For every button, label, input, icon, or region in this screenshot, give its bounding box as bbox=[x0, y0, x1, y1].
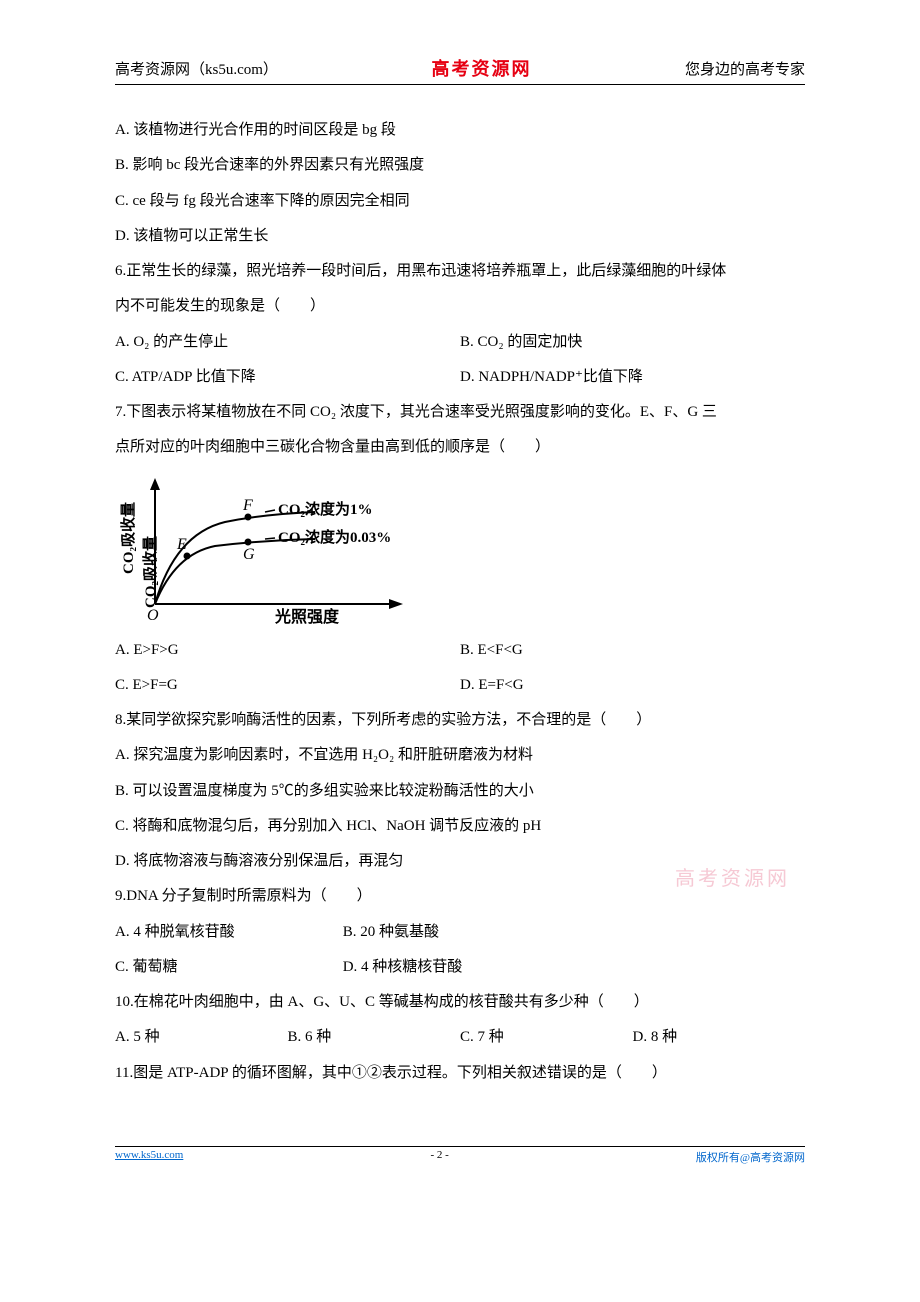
q7-stem-line2: 点所对应的叶肉细胞中三碳化合物含量由高到低的顺序是（ ） bbox=[115, 430, 805, 465]
q6-options-row1: A. O₂ 的产生停止 B. CO₂ 的固定加快 bbox=[115, 325, 805, 360]
q8-option-a: A. 探究温度为影响因素时，不宜选用 H₂O₂ 和肝脏研磨液为材料 bbox=[115, 738, 805, 773]
point-f bbox=[245, 513, 252, 520]
footer-copyright: 版权所有@高考资源网 bbox=[696, 1149, 805, 1165]
origin-label: O bbox=[147, 607, 159, 624]
q8-option-b: B. 可以设置温度梯度为 5℃的多组实验来比较淀粉酶活性的大小 bbox=[115, 774, 805, 809]
q8-stem: 8.某同学欲探究影响酶活性的因素，下列所考虑的实验方法，不合理的是（ ） bbox=[115, 703, 805, 738]
q7-option-b: B. E<F<G bbox=[460, 633, 805, 668]
footer-page-number: - 2 - bbox=[183, 1149, 696, 1165]
y-axis-label-g: CO₂吸收量 bbox=[119, 502, 137, 574]
q6-option-d: D. NADPH/NADP⁺比值下降 bbox=[460, 360, 805, 395]
q7-options-row1: A. E>F>G B. E<F<G bbox=[115, 633, 805, 668]
q10-options: A. 5 种 B. 6 种 C. 7 种 D. 8 种 bbox=[115, 1020, 805, 1055]
q5-option-b: B. 影响 bc 段光合速率的外界因素只有光照强度 bbox=[115, 148, 805, 183]
q7-option-d: D. E=F<G bbox=[460, 668, 805, 703]
point-g-label: G bbox=[243, 546, 255, 563]
q10-stem: 10.在棉花叶肉细胞中，由 A、G、U、C 等碱基构成的核苷酸共有多少种（ ） bbox=[115, 985, 805, 1020]
x-axis-arrow bbox=[389, 599, 403, 609]
q10-option-b: B. 6 种 bbox=[288, 1020, 461, 1055]
y-axis-label-text: CO₂吸收量 bbox=[119, 502, 137, 574]
footer-url[interactable]: www.ks5u.com bbox=[115, 1149, 183, 1165]
curve2-label: CO₂浓度为0.03% bbox=[278, 528, 391, 546]
q8-option-c: C. 将酶和底物混匀后，再分别加入 HCl、NaOH 调节反应液的 pH bbox=[115, 809, 805, 844]
q6-option-b: B. CO₂ 的固定加快 bbox=[460, 325, 805, 360]
q9-stem: 9.DNA 分子复制时所需原料为（ ） bbox=[115, 879, 805, 914]
y-axis-arrow bbox=[150, 478, 160, 490]
y-axis-label: CO₂吸收量 bbox=[141, 536, 159, 608]
q8-option-d: D. 将底物溶液与酶溶液分别保温后，再混匀 bbox=[115, 844, 805, 879]
page-footer: www.ks5u.com - 2 - 版权所有@高考资源网 bbox=[115, 1146, 805, 1165]
q10-option-d: D. 8 种 bbox=[633, 1020, 806, 1055]
header-left: 高考资源网（ks5u.com） bbox=[115, 58, 278, 79]
q9-options-row2: C. 葡萄糖 D. 4 种核糖核苷酸 bbox=[115, 950, 805, 985]
q9-option-a: A. 4 种脱氧核苷酸 bbox=[115, 915, 343, 950]
q5-option-d: D. 该植物可以正常生长 bbox=[115, 219, 805, 254]
curve1-leader bbox=[265, 510, 275, 512]
header-right: 您身边的高考专家 bbox=[685, 58, 805, 79]
q7-option-c: C. E>F=G bbox=[115, 668, 460, 703]
q9-option-b: B. 20 种氨基酸 bbox=[343, 915, 688, 950]
q6-option-a: A. O₂ 的产生停止 bbox=[115, 325, 460, 360]
point-e-label: E bbox=[176, 536, 187, 553]
q7-option-a: A. E>F>G bbox=[115, 633, 460, 668]
q5-option-c: C. ce 段与 fg 段光合速率下降的原因完全相同 bbox=[115, 184, 805, 219]
page: 高考资源网（ks5u.com） 高考资源网 您身边的高考专家 A. 该植物进行光… bbox=[0, 0, 920, 1200]
q9-option-c: C. 葡萄糖 bbox=[115, 950, 343, 985]
q10-option-c: C. 7 种 bbox=[460, 1020, 633, 1055]
q7-chart-svg: E F G CO₂浓度为1% CO₂浓度为0.03% O 光照强度 CO₂吸收量… bbox=[115, 474, 415, 624]
curve-1pct bbox=[155, 512, 315, 604]
q10-option-a: A. 5 种 bbox=[115, 1020, 288, 1055]
point-g bbox=[245, 538, 252, 545]
q7-options-row2: C. E>F=G D. E=F<G bbox=[115, 668, 805, 703]
point-e bbox=[184, 552, 191, 559]
q6-stem-line2: 内不可能发生的现象是（ ） bbox=[115, 289, 805, 324]
x-axis-label: 光照强度 bbox=[274, 607, 340, 624]
header-center-brand: 高考资源网 bbox=[431, 55, 531, 81]
curve2-leader bbox=[265, 538, 275, 539]
q6-option-c: C. ATP/ADP 比值下降 bbox=[115, 360, 460, 395]
curve1-label: CO₂浓度为1% bbox=[278, 500, 373, 518]
q7-chart: E F G CO₂浓度为1% CO₂浓度为0.03% O 光照强度 CO₂吸收量… bbox=[115, 474, 805, 629]
point-f-label: F bbox=[242, 497, 253, 514]
q6-options-row2: C. ATP/ADP 比值下降 D. NADPH/NADP⁺比值下降 bbox=[115, 360, 805, 395]
q9-option-d: D. 4 种核糖核苷酸 bbox=[343, 950, 688, 985]
q11-stem: 11.图是 ATP-ADP 的循环图解，其中①②表示过程。下列相关叙述错误的是（… bbox=[115, 1056, 805, 1091]
q5-option-a: A. 该植物进行光合作用的时间区段是 bg 段 bbox=[115, 113, 805, 148]
q9-options-row1: A. 4 种脱氧核苷酸 B. 20 种氨基酸 bbox=[115, 915, 805, 950]
page-header: 高考资源网（ks5u.com） 高考资源网 您身边的高考专家 bbox=[115, 55, 805, 85]
q7-stem-line1: 7.下图表示将某植物放在不同 CO₂ 浓度下，其光合速率受光照强度影响的变化。E… bbox=[115, 395, 805, 430]
q6-stem-line1: 6.正常生长的绿藻，照光培养一段时间后，用黑布迅速将培养瓶罩上，此后绿藻细胞的叶… bbox=[115, 254, 805, 289]
